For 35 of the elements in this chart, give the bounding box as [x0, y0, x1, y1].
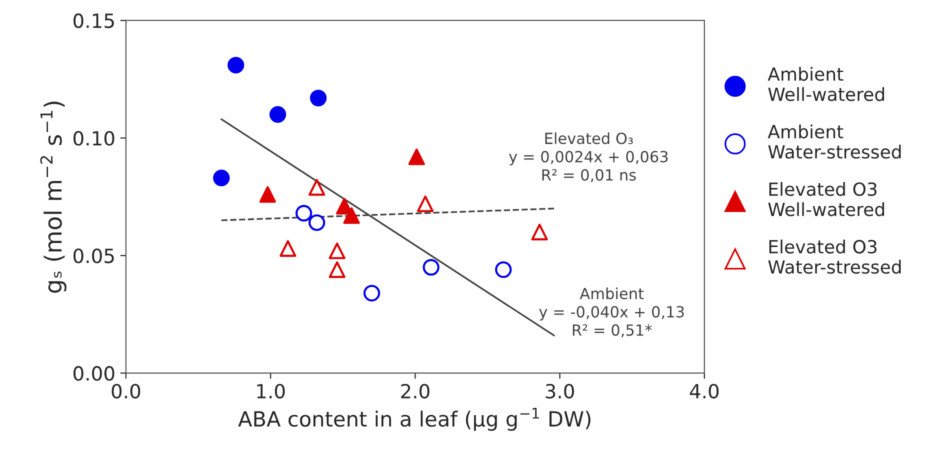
annotation: Ambient y = -0,040x + 0,13 R² = 0,51*: [539, 287, 684, 338]
point: [422, 258, 440, 276]
y-tick-label: 0.10: [74, 130, 114, 146]
point: [531, 224, 548, 240]
point: [328, 261, 346, 278]
point: [343, 207, 360, 224]
x-tick-label: 2.0: [401, 384, 430, 399]
x-tick-label: 4.0: [690, 384, 719, 399]
point: [408, 148, 425, 166]
point: [363, 284, 380, 302]
point: [280, 240, 296, 257]
x-tick-label: 3.0: [546, 384, 574, 399]
y-tick-label: 0.05: [74, 248, 114, 264]
legend-label: Ambient Well-watered: [768, 66, 884, 102]
point: [269, 106, 286, 123]
point: [328, 242, 346, 260]
x-tick-label: 0.0: [112, 384, 140, 399]
point: [308, 179, 326, 196]
point: [213, 170, 230, 186]
y-axis-title: gₛ (mol m$^{−2}$ s$^{−1}$): [40, 102, 66, 293]
point: [310, 90, 327, 106]
point: [228, 56, 244, 74]
point: [495, 261, 512, 278]
annotation: Elevated O₃ y = 0,0024x + 0,063 R² = 0,01 ns: [509, 132, 668, 182]
point: [416, 196, 434, 212]
x-axis-title: ABA content in a leaf (µg g$^{−1}$ DW): [238, 408, 590, 431]
y-tick-label: 0.15: [74, 13, 114, 28]
point: [308, 214, 326, 231]
point: [259, 186, 276, 203]
legend-label: Elevated O3 Water-stressed: [768, 240, 901, 274]
y-tick-label: 0.00: [74, 366, 114, 381]
point: [296, 204, 312, 222]
legend-label: Ambient Water-stressed: [768, 124, 901, 159]
legend-label: Elevated O3 Well-watered: [768, 182, 884, 216]
x-tick-label: 1.0: [257, 384, 285, 399]
